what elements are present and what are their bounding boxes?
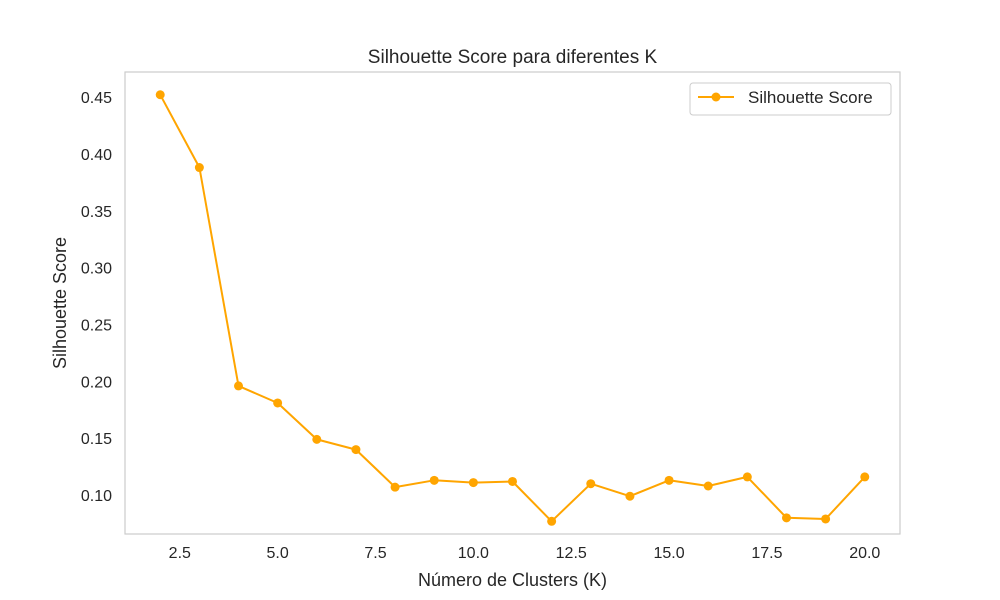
- legend: Silhouette Score: [689, 82, 892, 116]
- data-point: [312, 434, 322, 444]
- data-point: [664, 475, 674, 485]
- chart-title: Silhouette Score para diferentes K: [368, 47, 658, 68]
- legend-marker-swatch: [711, 92, 721, 102]
- x-tick-label: 5.0: [267, 545, 289, 562]
- y-tick-label: 0.10: [81, 488, 112, 505]
- x-tick-label: 12.5: [556, 545, 587, 562]
- data-point: [234, 381, 244, 391]
- data-point: [351, 445, 361, 455]
- y-tick-label: 0.25: [81, 317, 112, 334]
- data-point: [781, 513, 791, 523]
- x-tick-label: 20.0: [849, 545, 880, 562]
- x-tick-label: 15.0: [653, 545, 684, 562]
- x-tick-label: 10.0: [458, 545, 489, 562]
- data-point: [508, 476, 517, 486]
- y-tick-label: 0.15: [81, 431, 112, 448]
- series-layer: [155, 90, 870, 526]
- y-axis-label: Silhouette Score: [50, 237, 70, 369]
- x-tick-label: 7.5: [364, 545, 386, 562]
- y-tick-label: 0.45: [81, 90, 112, 107]
- data-point: [742, 472, 752, 482]
- data-point: [194, 163, 204, 173]
- x-axis-ticks: 2.5 5.0 7.5 10.0 12.5 15.0 17.5 20.0: [169, 545, 881, 562]
- legend-box: [689, 82, 892, 116]
- y-tick-label: 0.35: [81, 204, 112, 221]
- data-point: [821, 514, 831, 524]
- data-point: [586, 479, 596, 489]
- data-point: [625, 491, 635, 501]
- y-tick-label: 0.20: [81, 374, 112, 391]
- x-tick-label: 2.5: [169, 545, 191, 562]
- data-point: [273, 398, 283, 408]
- data-point: [547, 516, 557, 526]
- data-point: [155, 90, 165, 100]
- y-tick-label: 0.40: [81, 147, 112, 164]
- legend-label: Silhouette Score: [748, 88, 873, 107]
- y-tick-label: 0.30: [81, 261, 112, 278]
- y-axis-ticks: 0.10 0.15 0.20 0.25 0.30 0.35 0.40 0.45: [81, 90, 112, 505]
- data-point: [390, 482, 400, 492]
- data-point: [703, 481, 713, 491]
- data-point: [468, 478, 478, 488]
- x-tick-label: 17.5: [751, 545, 782, 562]
- data-point: [860, 472, 870, 482]
- plot-area: [124, 71, 901, 535]
- data-point: [429, 475, 439, 485]
- x-axis-label: Número de Clusters (K): [418, 570, 607, 590]
